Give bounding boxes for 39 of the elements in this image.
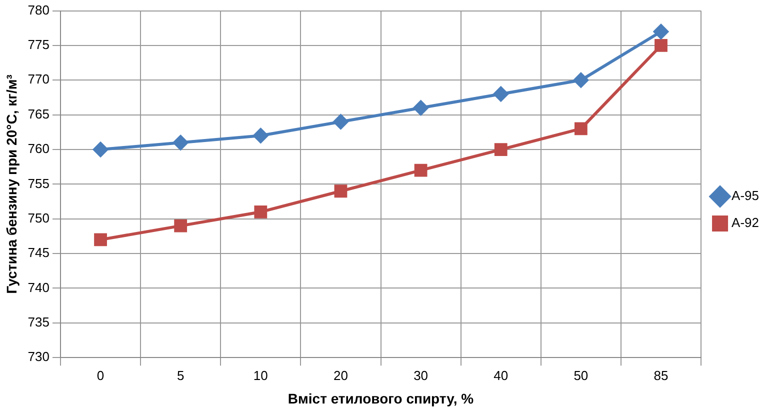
point [654,39,668,52]
y-tick-label: 770 [28,72,50,87]
y-tick-label: 750 [28,210,50,226]
y-tick-label: 730 [28,349,50,364]
y-tick-label: 740 [28,280,50,295]
x-axis-title: Вміст етилового спирту, % [288,390,474,406]
point [573,72,588,88]
point [173,135,188,150]
point [494,143,508,156]
point [94,233,107,246]
y-tick-label: 755 [28,176,50,191]
x-tick-label: 10 [253,368,268,383]
point [93,142,108,158]
point [574,122,588,136]
y-tick-label: 775 [28,37,50,52]
x-tick-label: 85 [654,368,668,383]
x-tick-label: 40 [494,368,508,383]
point [413,100,428,116]
x-tick-label: 30 [414,368,428,383]
y-tick-label: 760 [28,141,50,156]
point [333,114,348,130]
point [654,24,669,40]
legend-label: А-95 [732,188,760,204]
x-tick-label: 20 [333,368,348,383]
legend-label: А-92 [732,215,760,230]
y-tick-label: 745 [28,245,50,260]
y-tick-label: 765 [28,106,50,122]
x-tick-label: 50 [574,368,588,383]
point [174,219,188,232]
y-axis-title: Густина бензину при 20°С, кг/м³ [3,74,20,294]
y-tick-label: 735 [28,314,50,330]
x-tick-label: 0 [96,368,104,383]
x-tick-label: 5 [176,368,184,383]
point [334,184,348,198]
y-tick-label: 780 [28,2,50,18]
point [414,164,428,177]
point [493,86,508,102]
point [254,205,268,218]
point [253,128,268,144]
